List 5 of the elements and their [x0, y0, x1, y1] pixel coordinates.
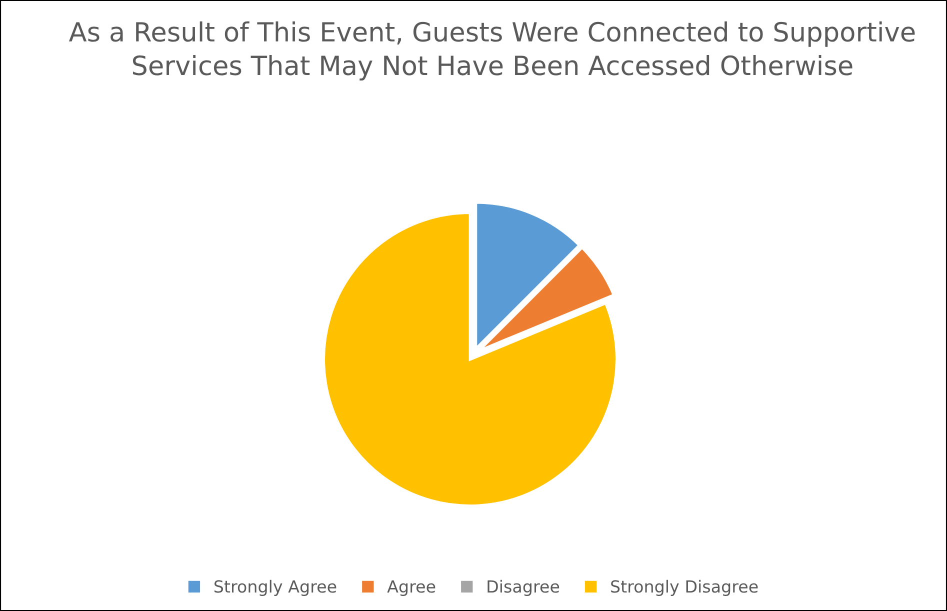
legend-label: Strongly Disagree	[611, 580, 758, 596]
chart-title: As a Result of This Event, Guests Were Connected to Supportive Services That May Not Have Been Accessed Otherwise	[68, 21, 915, 80]
legend-label: Strongly Agree	[214, 580, 336, 596]
legend-label: Disagree	[488, 580, 560, 596]
legend-label: Agree	[387, 580, 436, 596]
